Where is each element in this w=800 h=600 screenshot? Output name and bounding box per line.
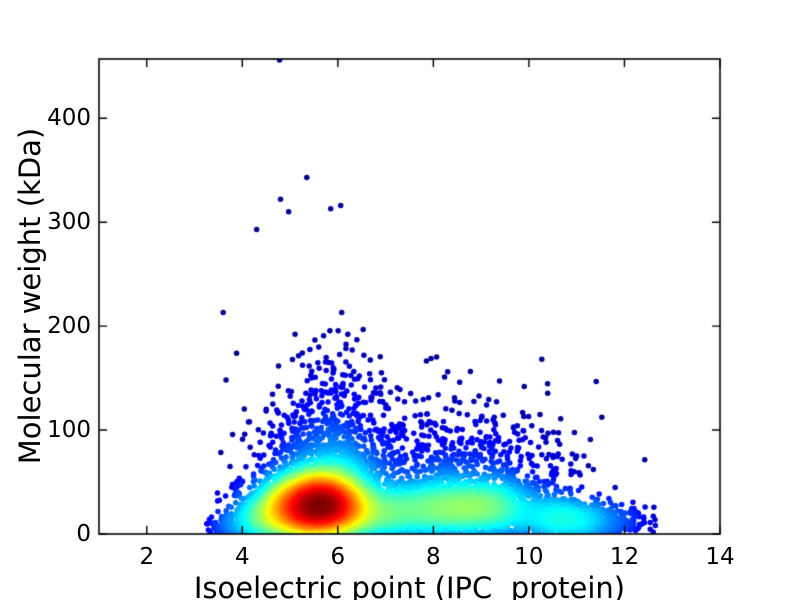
x-axis-label: Isoelectric point (IPC protein) — [193, 571, 626, 600]
x-tick-label: 8 — [426, 544, 441, 570]
y-axis-label: Molecular weight (kDa) — [13, 127, 47, 465]
y-tick-label: 200 — [47, 313, 91, 340]
y-tick-label: 100 — [47, 417, 91, 444]
x-tick-label: 10 — [514, 544, 544, 570]
x-tick-label: 2 — [139, 544, 155, 570]
y-tick-label: 0 — [76, 521, 91, 547]
y-tick-label: 400 — [47, 105, 91, 132]
x-tick-label: 12 — [609, 544, 640, 570]
x-tick-label: 4 — [234, 544, 250, 570]
y-tick-label: 300 — [47, 209, 91, 236]
x-tick-label: 14 — [705, 544, 735, 570]
x-tick-label: 6 — [330, 544, 346, 570]
